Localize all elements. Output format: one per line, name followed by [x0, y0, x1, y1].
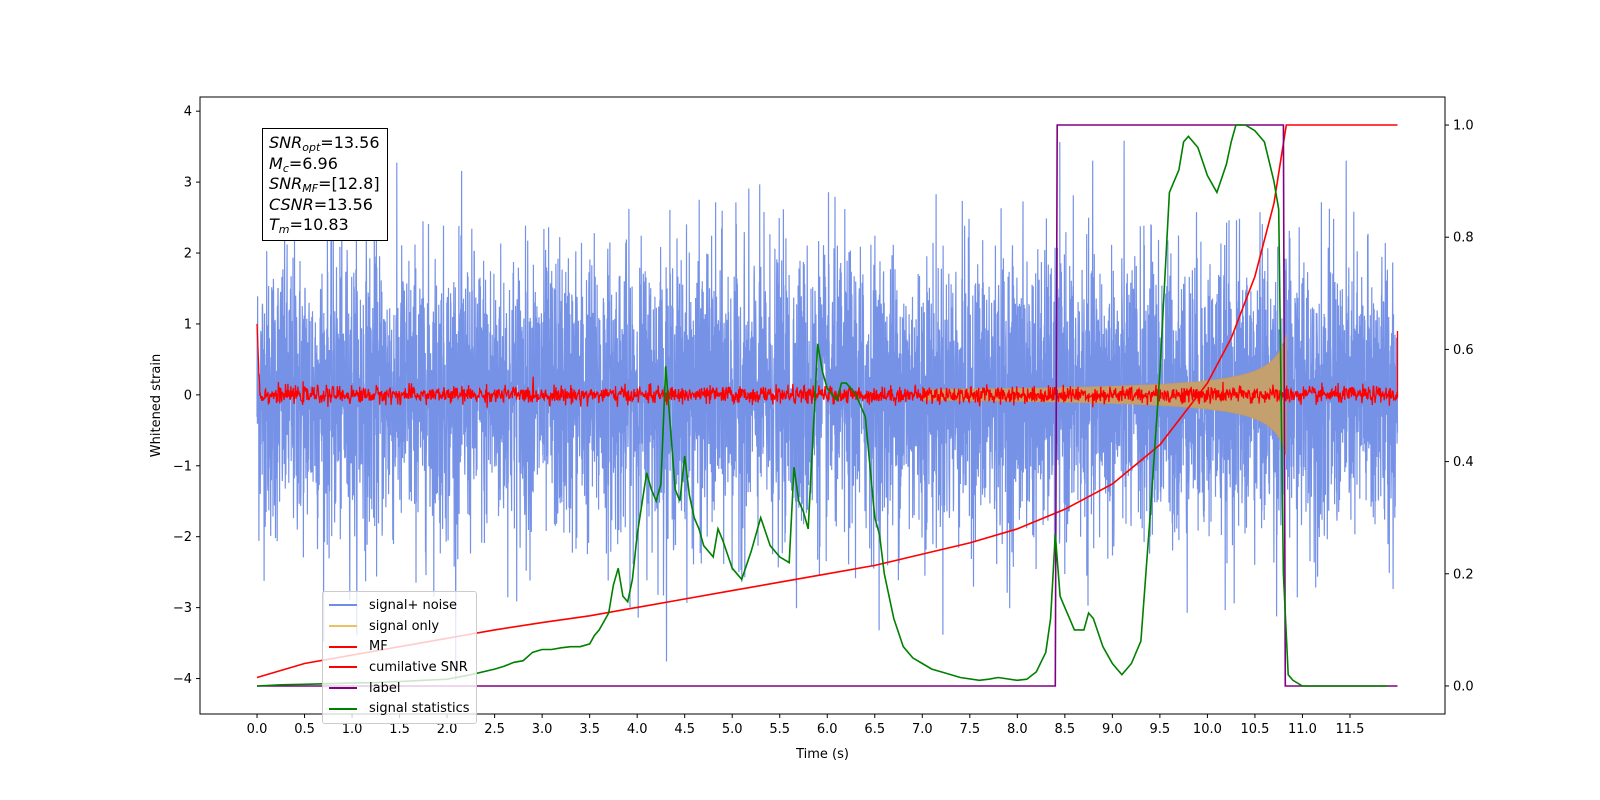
legend-item: signal+ noise	[329, 595, 470, 616]
annotation-box: SNRopt=13.56 Mc=6.96 SNRMF=[12.8] CSNR=1…	[262, 128, 388, 241]
y-axis-right: 0.0 0.2 0.4 0.6 0.8 1.0	[1445, 119, 1474, 694]
y-tick-label: 3	[184, 176, 192, 191]
x-axis-label: Time (s)	[795, 747, 849, 762]
legend-swatch	[329, 707, 357, 710]
y2-tick-label: 0.8	[1453, 231, 1474, 246]
x-tick-label: 7.5	[959, 722, 980, 737]
legend-swatch	[329, 604, 357, 607]
y-axis-label: Whitened strain	[149, 354, 164, 457]
legend-swatch	[329, 625, 357, 628]
x-tick-label: 4.5	[674, 722, 695, 737]
y-tick-label: −1	[173, 459, 192, 474]
legend-item: signal statistics	[329, 698, 470, 719]
x-tick-label: 8.0	[1007, 722, 1028, 737]
annotation-snr-opt: SNRopt=13.56	[269, 133, 380, 154]
x-tick-label: 11.0	[1288, 722, 1317, 737]
legend-label: signal statistics	[369, 701, 470, 717]
x-tick-label: 1.0	[342, 722, 363, 737]
legend-swatch	[329, 666, 357, 669]
x-tick-label: 6.5	[864, 722, 885, 737]
legend: signal+ noise signal only MF cumilative SNR…	[322, 591, 477, 725]
legend-label: MF	[369, 639, 388, 655]
snr-mf-value: [12.8]	[331, 174, 380, 193]
annotation-snr-mf: SNRMF=[12.8]	[269, 174, 380, 195]
y-tick-label: −2	[173, 530, 192, 545]
y2-tick-label: 0.2	[1453, 567, 1474, 582]
tm-value: 10.83	[302, 215, 349, 234]
x-tick-label: 0.5	[294, 722, 315, 737]
x-tick-label: 8.5	[1055, 722, 1076, 737]
y2-tick-label: 0.6	[1453, 343, 1474, 358]
x-tick-label: 10.0	[1193, 722, 1222, 737]
series-signal-statistics	[256, 124, 1388, 687]
legend-item: cumilative SNR	[329, 657, 470, 678]
x-tick-label: 10.5	[1240, 722, 1269, 737]
annotation-tm: Tm=10.83	[269, 215, 349, 236]
x-tick-label: 6.0	[817, 722, 838, 737]
y-tick-label: 0	[184, 388, 192, 403]
x-tick-label: 4.0	[627, 722, 648, 737]
annotation-mc: Mc=6.96	[269, 153, 338, 175]
legend-label: signal+ noise	[369, 597, 458, 613]
annotation-csnr: CSNR=13.56	[269, 194, 373, 214]
legend-item: MF	[329, 636, 470, 657]
y-axis-left: −4 −3 −2 −1 0 1 2 3 4	[173, 105, 200, 687]
x-tick-label: 7.0	[912, 722, 933, 737]
legend-label: signal only	[369, 618, 440, 634]
csnr-value: 13.56	[327, 194, 373, 214]
x-tick-label: 11.5	[1335, 722, 1364, 737]
y-tick-label: 1	[184, 317, 192, 332]
legend-item: label	[329, 678, 470, 699]
y-tick-label: −4	[173, 672, 192, 687]
legend-swatch	[329, 645, 357, 648]
x-tick-label: 3.0	[532, 722, 553, 737]
y-tick-label: 4	[184, 105, 192, 120]
mc-value: 6.96	[302, 153, 338, 173]
plot-area	[256, 124, 1399, 687]
series-mf	[256, 323, 1399, 408]
x-tick-label: 9.0	[1102, 722, 1123, 737]
y2-tick-label: 1.0	[1453, 119, 1474, 134]
snr-opt-value: 13.56	[333, 133, 380, 152]
y2-tick-label: 0.4	[1453, 455, 1474, 470]
x-tick-label: 5.5	[769, 722, 790, 737]
axes-frame	[199, 96, 1446, 715]
x-tick-label: 3.5	[579, 722, 600, 737]
x-tick-label: 1.5	[389, 722, 410, 737]
x-tick-label: 2.5	[484, 722, 505, 737]
y2-tick-label: 0.0	[1453, 679, 1474, 694]
x-tick-label: 9.5	[1150, 722, 1171, 737]
legend-label: label	[369, 680, 401, 696]
y-tick-label: 2	[184, 247, 192, 262]
legend-swatch	[329, 687, 357, 690]
x-axis: 0.0 0.5 1.0 1.5 2.0 2.5 3.0 3.5 4.0 4.5 5.0 5.5 6.0 6…	[247, 714, 1364, 737]
y-tick-label: −3	[173, 601, 192, 616]
legend-item: signal only	[329, 616, 470, 637]
legend-label: cumilative SNR	[369, 659, 468, 675]
x-tick-label: 5.0	[722, 722, 743, 737]
x-tick-label: 0.0	[247, 722, 268, 737]
x-tick-label: 2.0	[437, 722, 458, 737]
